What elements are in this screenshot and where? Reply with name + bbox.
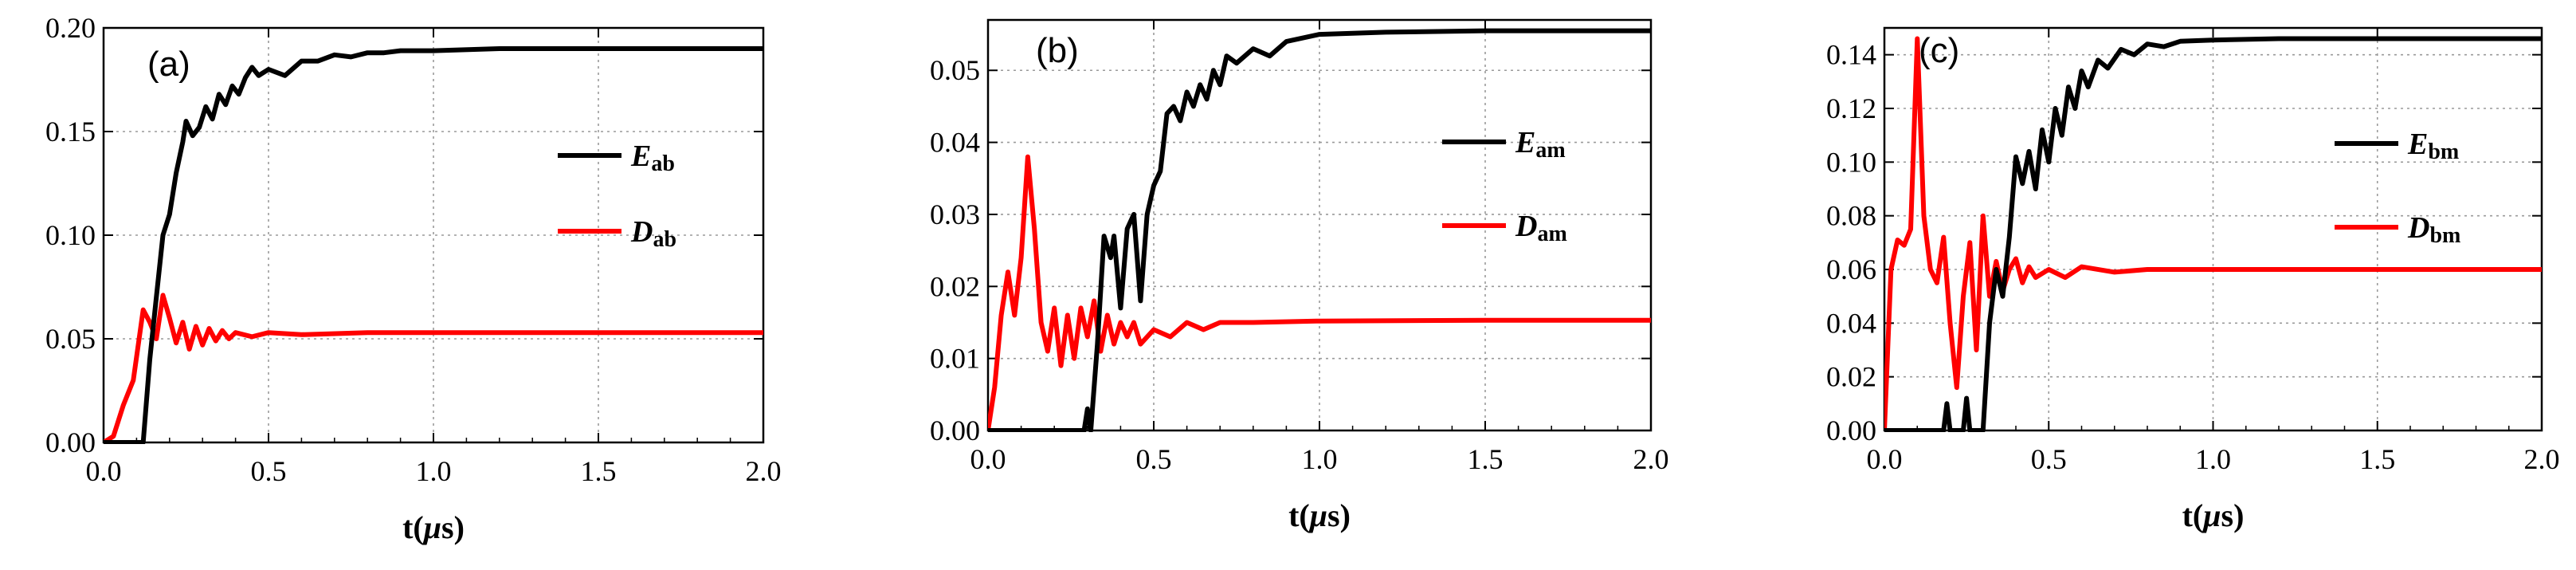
x-tick-label: 2.0 — [1633, 443, 1669, 475]
series-line-Dab — [104, 293, 763, 444]
y-tick-label: 0.04 — [930, 127, 980, 159]
x-tick-label: 2.0 — [746, 455, 782, 487]
y-tick-label: 0.12 — [1826, 92, 1876, 124]
x-axis-label: t(μs) — [1288, 497, 1351, 533]
legend-label-Dam: Dam — [1515, 210, 1567, 246]
x-tick-label: 0.5 — [251, 455, 287, 487]
y-tick-label: 0.01 — [930, 343, 980, 375]
x-tick-label: 0.5 — [2031, 443, 2067, 475]
panel-label: (c) — [1919, 31, 1959, 70]
x-tick-label: 0.5 — [1136, 443, 1172, 475]
y-tick-label: 0.05 — [45, 323, 96, 355]
y-tick-label: 0.02 — [1826, 361, 1876, 393]
x-tick-label: 1.5 — [1468, 443, 1504, 475]
y-tick-label: 0.03 — [930, 199, 980, 230]
series-line-Dam — [988, 154, 1651, 431]
y-tick-label: 0.00 — [45, 427, 96, 458]
y-tick-label: 0.00 — [930, 415, 980, 446]
x-axis-label: t(μs) — [2182, 497, 2245, 533]
chart-panel-1: 0.0 0.5 1.0 1.5 2.0 0.00 0.05 0.10 0.15 0.20 t(μs)… — [45, 12, 782, 545]
y-tick-label: 0.10 — [45, 219, 96, 251]
y-tick-label: 0.04 — [1826, 307, 1876, 339]
y-tick-label: 0.08 — [1826, 200, 1876, 232]
x-tick-label: 1.5 — [2359, 443, 2395, 475]
y-tick-label: 0.00 — [1826, 415, 1876, 446]
y-tick-label: 0.05 — [930, 54, 980, 86]
x-tick-label: 0.0 — [86, 455, 122, 487]
y-tick-label: 0.02 — [930, 270, 980, 302]
x-tick-label: 2.0 — [2524, 443, 2560, 475]
legend-label-Eam: Eam — [1515, 126, 1566, 163]
y-tick-label: 0.20 — [45, 12, 96, 44]
panel-label: (b) — [1036, 31, 1079, 70]
chart-panel-2: 0.0 0.5 1.0 1.5 2.0 0.00 0.01 0.02 0.03 0.04 0.05 t… — [930, 18, 1669, 533]
x-tick-label: 1.0 — [2195, 443, 2231, 475]
y-tick-label: 0.10 — [1826, 146, 1876, 178]
legend-label-Ebm: Ebm — [2407, 128, 2459, 164]
y-tick-label: 0.14 — [1826, 39, 1876, 71]
legend-label-Dbm: Dbm — [2407, 211, 2460, 248]
x-tick-label: 0.0 — [1867, 443, 1903, 475]
x-tick-label: 1.5 — [581, 455, 617, 487]
legend-label-Eab: Eab — [630, 140, 675, 176]
series-line-Eab — [104, 46, 763, 444]
x-tick-label: 0.0 — [970, 443, 1006, 475]
x-tick-label: 1.0 — [416, 455, 452, 487]
legend-label-Dab: Dab — [630, 215, 676, 252]
chart-panel-3: 0.0 0.5 1.0 1.5 2.0 0.00 0.02 0.04 0.06 0.08 0.10 0… — [1826, 26, 2560, 533]
series-line-Dbm — [1884, 36, 2542, 431]
x-tick-label: 1.0 — [1302, 443, 1338, 475]
series-line-Ebm — [1884, 36, 2542, 432]
y-tick-label: 0.06 — [1826, 254, 1876, 285]
x-axis-label: t(μs) — [402, 509, 465, 545]
panel-label: (a) — [147, 45, 190, 84]
y-tick-label: 0.15 — [45, 116, 96, 147]
series-line-Eam — [988, 28, 1651, 432]
